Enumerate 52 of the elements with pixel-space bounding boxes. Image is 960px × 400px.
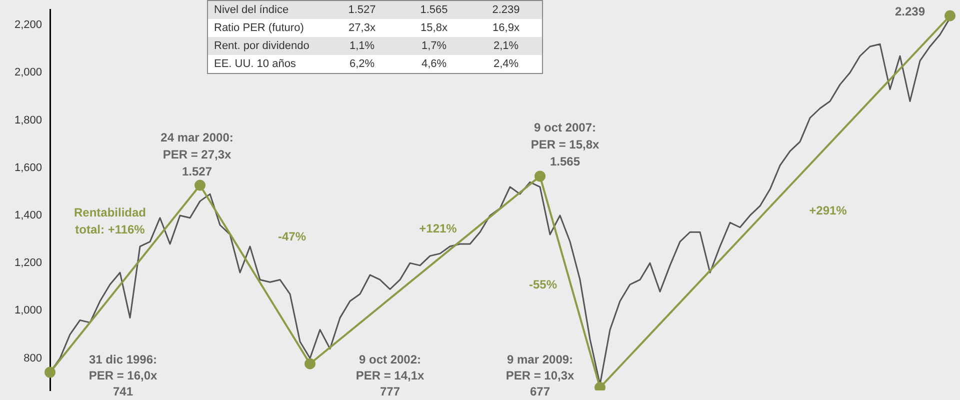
annotation: EE. UU. 10 años xyxy=(213,57,297,72)
y-tick-label: 1,200 xyxy=(14,257,42,270)
annotation: Rent. por dividendo xyxy=(213,39,310,54)
annotation: 2,4% xyxy=(492,57,520,72)
annotation: 777 xyxy=(380,384,400,398)
annotation: Nivel del índice xyxy=(213,3,290,18)
annotation: 1,1% xyxy=(348,39,376,54)
annotation: Ratio PER (futuro) xyxy=(213,21,305,36)
y-tick-label: 1,800 xyxy=(14,114,42,126)
annotation: 1.565 xyxy=(419,3,449,18)
annotation: PER = 14,1x xyxy=(356,368,425,382)
point xyxy=(944,10,956,22)
y-tick-label: 1,400 xyxy=(14,210,42,222)
annotation: 677 xyxy=(530,384,550,398)
y-tick-label: 800 xyxy=(24,352,42,364)
y-tick-label: 1,600 xyxy=(14,162,42,174)
point xyxy=(534,170,546,182)
y-tick-label: 2,200 xyxy=(14,19,42,32)
point xyxy=(304,358,316,370)
y-tick-label: 2,000 xyxy=(14,66,42,79)
annotation: -47% xyxy=(278,229,306,244)
annotation: PER = 16,0x xyxy=(88,368,158,382)
annotation: 2,1% xyxy=(492,39,520,54)
annotation: 1,7% xyxy=(420,39,448,54)
annotation: 1.565 xyxy=(550,154,580,168)
annotation: PER = 27,3x xyxy=(162,147,232,162)
annotation: 2.239 xyxy=(491,3,521,18)
y-tick-label: 1,000 xyxy=(14,304,42,317)
annotation: 15,8x xyxy=(420,21,448,36)
annotation: 1.527 xyxy=(182,164,212,178)
annotation: 31 dic 1996: xyxy=(88,352,158,366)
annotation: total: +116% xyxy=(75,222,146,236)
annotation: 9 mar 2009: xyxy=(506,352,574,366)
annotation: 9 oct 2002: xyxy=(358,352,422,366)
annotation: Rentabilidad xyxy=(74,205,146,220)
annotation: 741 xyxy=(112,384,134,398)
annotation: 16,9x xyxy=(492,21,520,36)
annotation: 27,3x xyxy=(348,21,376,36)
annotation: PER = 10,3x xyxy=(506,368,575,382)
annotation: +121% xyxy=(419,221,458,236)
point xyxy=(44,366,56,378)
annotation: 9 oct 2007: xyxy=(534,120,596,134)
annotation: 1.527 xyxy=(347,3,377,18)
point xyxy=(594,382,606,390)
annotation: PER = 15,8x xyxy=(530,137,600,152)
annotation: +291% xyxy=(809,203,848,218)
annotation: 6,2% xyxy=(348,57,376,72)
annotation: 4,6% xyxy=(420,57,448,72)
point xyxy=(194,180,206,191)
annotation: 2.239 xyxy=(894,4,926,18)
annotation: 24 mar 2000: xyxy=(160,130,234,144)
annotation: -55% xyxy=(528,277,558,292)
